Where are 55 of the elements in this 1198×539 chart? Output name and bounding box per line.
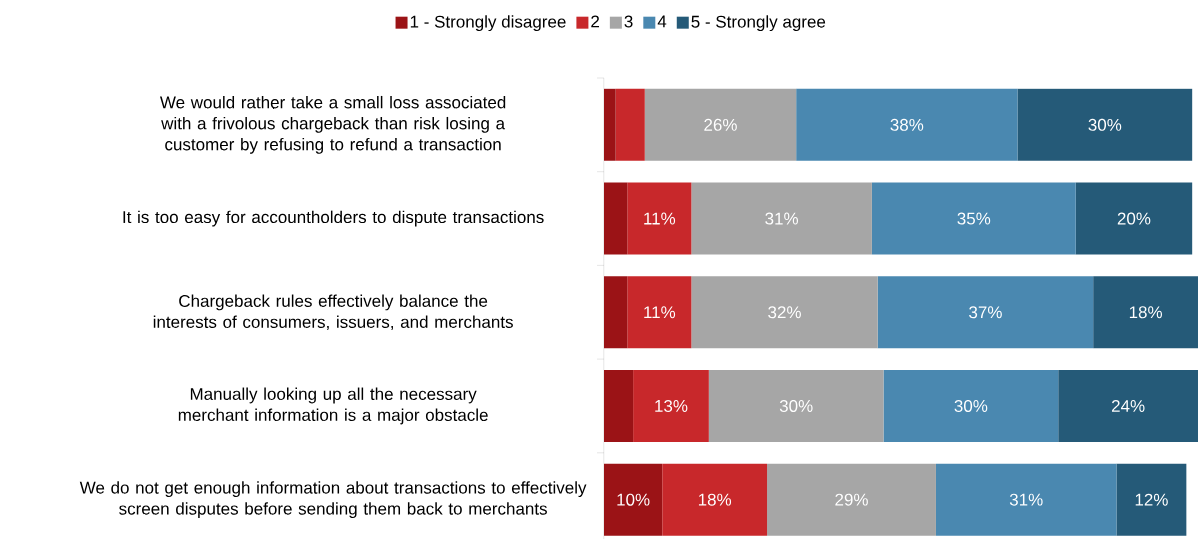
bar bbox=[604, 182, 628, 255]
data-label: 30% bbox=[954, 399, 988, 412]
bar bbox=[644, 88, 797, 161]
bar bbox=[633, 369, 709, 442]
bar bbox=[604, 88, 616, 161]
data-label: 10% bbox=[617, 493, 650, 506]
legend-label: 2 bbox=[591, 15, 599, 28]
bar bbox=[1075, 182, 1193, 255]
bar bbox=[935, 463, 1117, 536]
data-label: 30% bbox=[1088, 118, 1122, 131]
y-tick-label: Manually looking up all the necessary merchant information is a major obstacle bbox=[178, 387, 488, 425]
bar bbox=[627, 182, 692, 255]
legend-label: 1 - Strongly disagree bbox=[410, 15, 566, 31]
bar bbox=[1017, 88, 1193, 161]
data-label: 18% bbox=[698, 493, 732, 506]
bar bbox=[1093, 276, 1198, 349]
bar bbox=[767, 463, 936, 536]
legend-label: 3 bbox=[624, 15, 633, 28]
bar bbox=[796, 88, 1018, 161]
legend-label: 5 - Strongly agree bbox=[691, 15, 826, 31]
bar bbox=[708, 369, 884, 442]
data-label: 35% bbox=[957, 212, 991, 225]
data-label: 18% bbox=[1129, 306, 1162, 319]
bar bbox=[871, 182, 1076, 255]
bar bbox=[604, 369, 634, 442]
bar bbox=[627, 276, 692, 349]
data-label: 32% bbox=[768, 306, 801, 319]
bar bbox=[604, 463, 663, 536]
y-tick-label: We would rather take a small loss associated with a frivolous chargeback than risk losing a customer by refusing to refund a transaction bbox=[159, 95, 506, 154]
data-label: 20% bbox=[1117, 212, 1151, 225]
data-label: 38% bbox=[890, 118, 924, 131]
data-label: 13% bbox=[655, 399, 688, 412]
bar bbox=[883, 369, 1059, 442]
bar bbox=[1058, 369, 1198, 442]
bar bbox=[691, 182, 872, 255]
data-label: 26% bbox=[704, 118, 737, 131]
bar bbox=[691, 276, 878, 349]
data-label: 31% bbox=[765, 212, 799, 225]
y-tick-label: Chargeback rules effectively balance the interests of consumers, issuers, and merchants bbox=[153, 294, 513, 330]
data-label: 29% bbox=[835, 493, 868, 506]
data-label: 30% bbox=[779, 399, 813, 412]
data-label: 11% bbox=[644, 212, 676, 225]
y-tick-label: We do not get enough information about transactions to effectively screen disputes before sending them back to merchants bbox=[79, 481, 587, 518]
legend-label: 4 bbox=[657, 15, 667, 28]
bar bbox=[1116, 463, 1187, 536]
bar bbox=[662, 463, 768, 536]
data-label: 11% bbox=[644, 306, 676, 319]
data-label: 37% bbox=[969, 306, 1002, 319]
y-tick-label: It is too easy for accountholders to dispute transactions bbox=[123, 210, 544, 227]
data-label: 12% bbox=[1135, 493, 1168, 506]
data-label: 31% bbox=[1009, 493, 1043, 506]
bar bbox=[604, 276, 628, 349]
bar bbox=[615, 88, 645, 161]
bar bbox=[877, 276, 1094, 349]
data-label: 24% bbox=[1111, 399, 1145, 412]
